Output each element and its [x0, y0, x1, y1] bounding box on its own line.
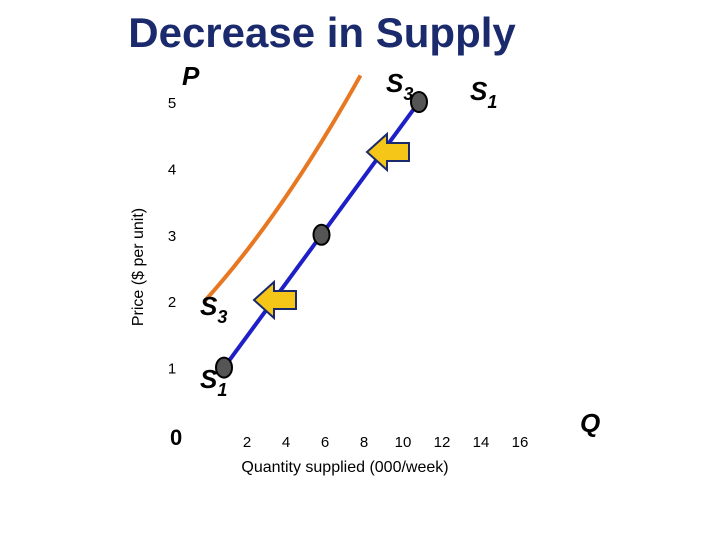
curve-point-marker: [215, 356, 233, 379]
x-axis-title: Quantity supplied (000/week): [241, 459, 448, 476]
shift-arrows: [252, 131, 410, 321]
x-tick-label: 16: [512, 434, 529, 451]
supply-curve-s3: [203, 74, 363, 303]
y-axis-letter: P: [182, 61, 200, 91]
x-tick-label: 10: [395, 434, 412, 451]
x-tick-label: 12: [434, 434, 451, 451]
x-tick-label: 14: [473, 434, 490, 451]
x-tick-label: 6: [321, 434, 329, 451]
curve-point-marker: [410, 91, 428, 113]
y-tick-label: 4: [168, 161, 176, 178]
curve-labels: S1 S1 S3 S3: [200, 68, 497, 400]
curve-label-s3: S3: [386, 68, 413, 104]
y-tick-label: 1: [168, 361, 176, 378]
curve-point-marker: [312, 223, 331, 246]
x-tick-label: 2: [243, 434, 251, 451]
y-tick-label: 5: [168, 95, 176, 112]
y-tick-label: 3: [168, 228, 176, 245]
shift-arrow-left-icon: [252, 279, 297, 321]
origin-label: 0: [170, 425, 182, 450]
y-tick-label: 2: [168, 294, 176, 311]
y-axis-title: Price ($ per unit): [130, 208, 147, 326]
curve-markers: [215, 91, 428, 379]
x-tick-label: 4: [282, 434, 290, 451]
curve-label-s1: S1: [200, 364, 227, 400]
y-tick-labels: 1 2 3 4 5: [168, 95, 176, 378]
chart-title: Decrease in Supply: [128, 9, 516, 56]
curve-label-s3: S3: [200, 291, 227, 327]
supply-curves: [203, 74, 421, 369]
x-tick-labels: 2 4 6 8 10 12 14 16: [243, 434, 529, 451]
shift-arrow-left-icon: [365, 131, 410, 173]
x-tick-label: 8: [360, 434, 368, 451]
curve-label-s1: S1: [470, 76, 497, 112]
x-axis-letter: Q: [580, 408, 600, 438]
